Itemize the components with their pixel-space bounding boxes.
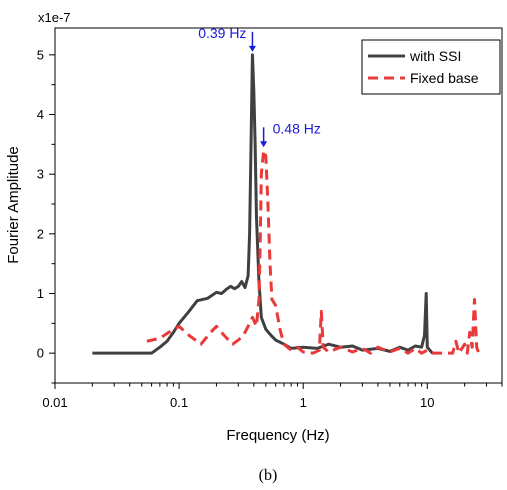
- series-group: [92, 55, 478, 353]
- x-axis-title: Frequency (Hz): [226, 427, 329, 444]
- y-tick-label: 2: [37, 226, 44, 241]
- y-tick-label: 5: [37, 47, 44, 62]
- annotation-label: 0.39 Hz: [198, 25, 246, 41]
- y-multiplier-label: x1e-7: [38, 10, 71, 25]
- y-tick-label: 1: [37, 286, 44, 301]
- legend-label-fixed-base: Fixed base: [410, 70, 479, 86]
- x-tick-label: 1: [300, 395, 307, 410]
- figure-caption: (b): [259, 467, 278, 484]
- y-axis-ticks: 0 1 2 3 4 5: [37, 47, 55, 383]
- legend: with SSI Fixed base: [362, 40, 500, 94]
- series-line-fixed-base: [147, 150, 479, 353]
- series-line-with-ssi: [92, 55, 432, 353]
- y-tick-label: 4: [37, 107, 44, 122]
- y-tick-label: 3: [37, 167, 44, 182]
- x-tick-label: 0.1: [170, 395, 188, 410]
- annotation-label: 0.48 Hz: [273, 120, 321, 136]
- annotation-group: 0.39 Hz 0.48 Hz: [198, 25, 321, 147]
- x-tick-label: 0.01: [42, 395, 67, 410]
- x-tick-label: 10: [420, 395, 434, 410]
- y-axis-title: Fourier Amplitude: [5, 146, 22, 264]
- legend-label-with-ssi: with SSI: [409, 48, 461, 64]
- annotation-arrow-head: [249, 46, 256, 52]
- x-axis-ticks: 0.01 0.1 1 10: [42, 383, 502, 410]
- annotation-arrow-head: [260, 141, 267, 147]
- y-tick-label: 0: [37, 346, 44, 361]
